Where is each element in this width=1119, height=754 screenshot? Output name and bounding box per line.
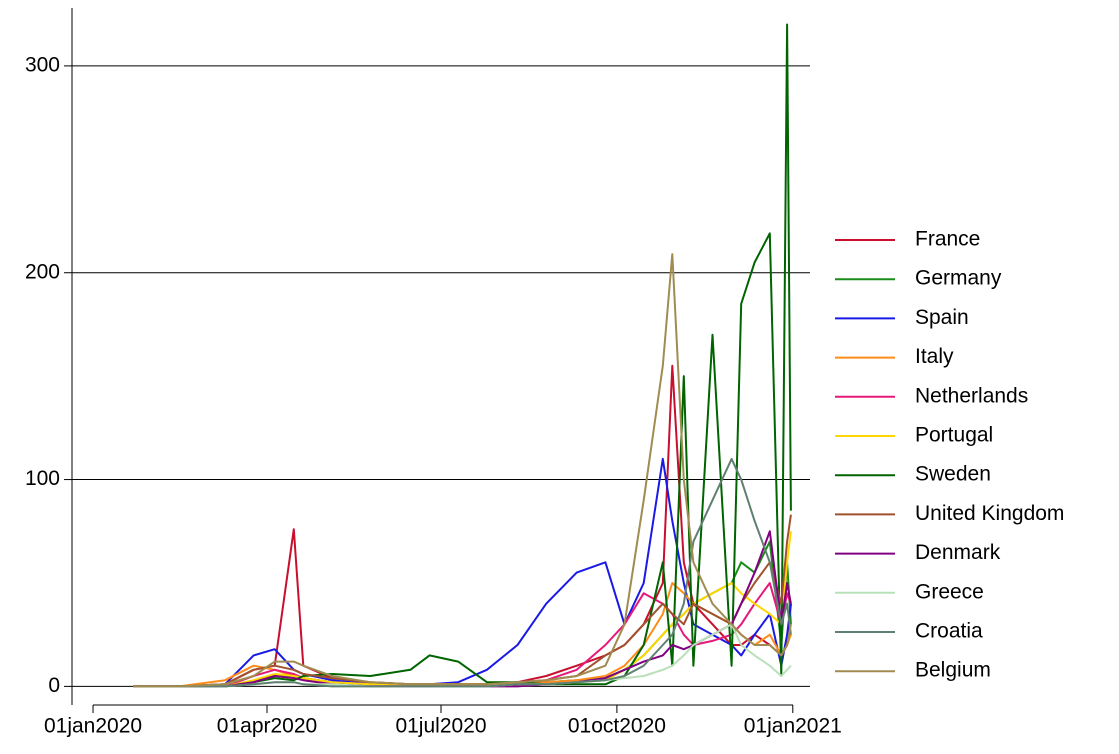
legend-label: Portugal [915,424,993,447]
legend-label: Denmark [915,541,1001,564]
series-line [133,23,792,688]
x-tick-label: 01jan2021 [744,715,842,738]
series-line [133,582,792,688]
legend-label: United Kingdom [915,502,1064,525]
series-line [133,457,792,688]
y-tick-label: 200 [25,260,60,283]
x-tick-label: 01apr2020 [217,715,317,738]
legend-label: Spain [915,306,969,329]
x-tick-label: 01jan2020 [44,715,142,738]
legend-label: Greece [915,580,984,603]
y-tick-label: 300 [25,53,60,76]
legend-label: Germany [915,267,1002,290]
y-tick-label: 100 [25,467,60,490]
legend-label: Croatia [915,620,983,643]
legend-label: France [915,228,980,251]
y-tick-label: 0 [48,674,60,697]
legend-label: Belgium [915,659,991,682]
x-tick-label: 01jul2020 [395,715,486,738]
legend-label: Italy [915,345,954,368]
legend-label: Sweden [915,463,991,486]
x-tick-label: 01oct2020 [568,715,666,738]
legend-label: Netherlands [915,384,1028,407]
series-line [133,253,792,688]
